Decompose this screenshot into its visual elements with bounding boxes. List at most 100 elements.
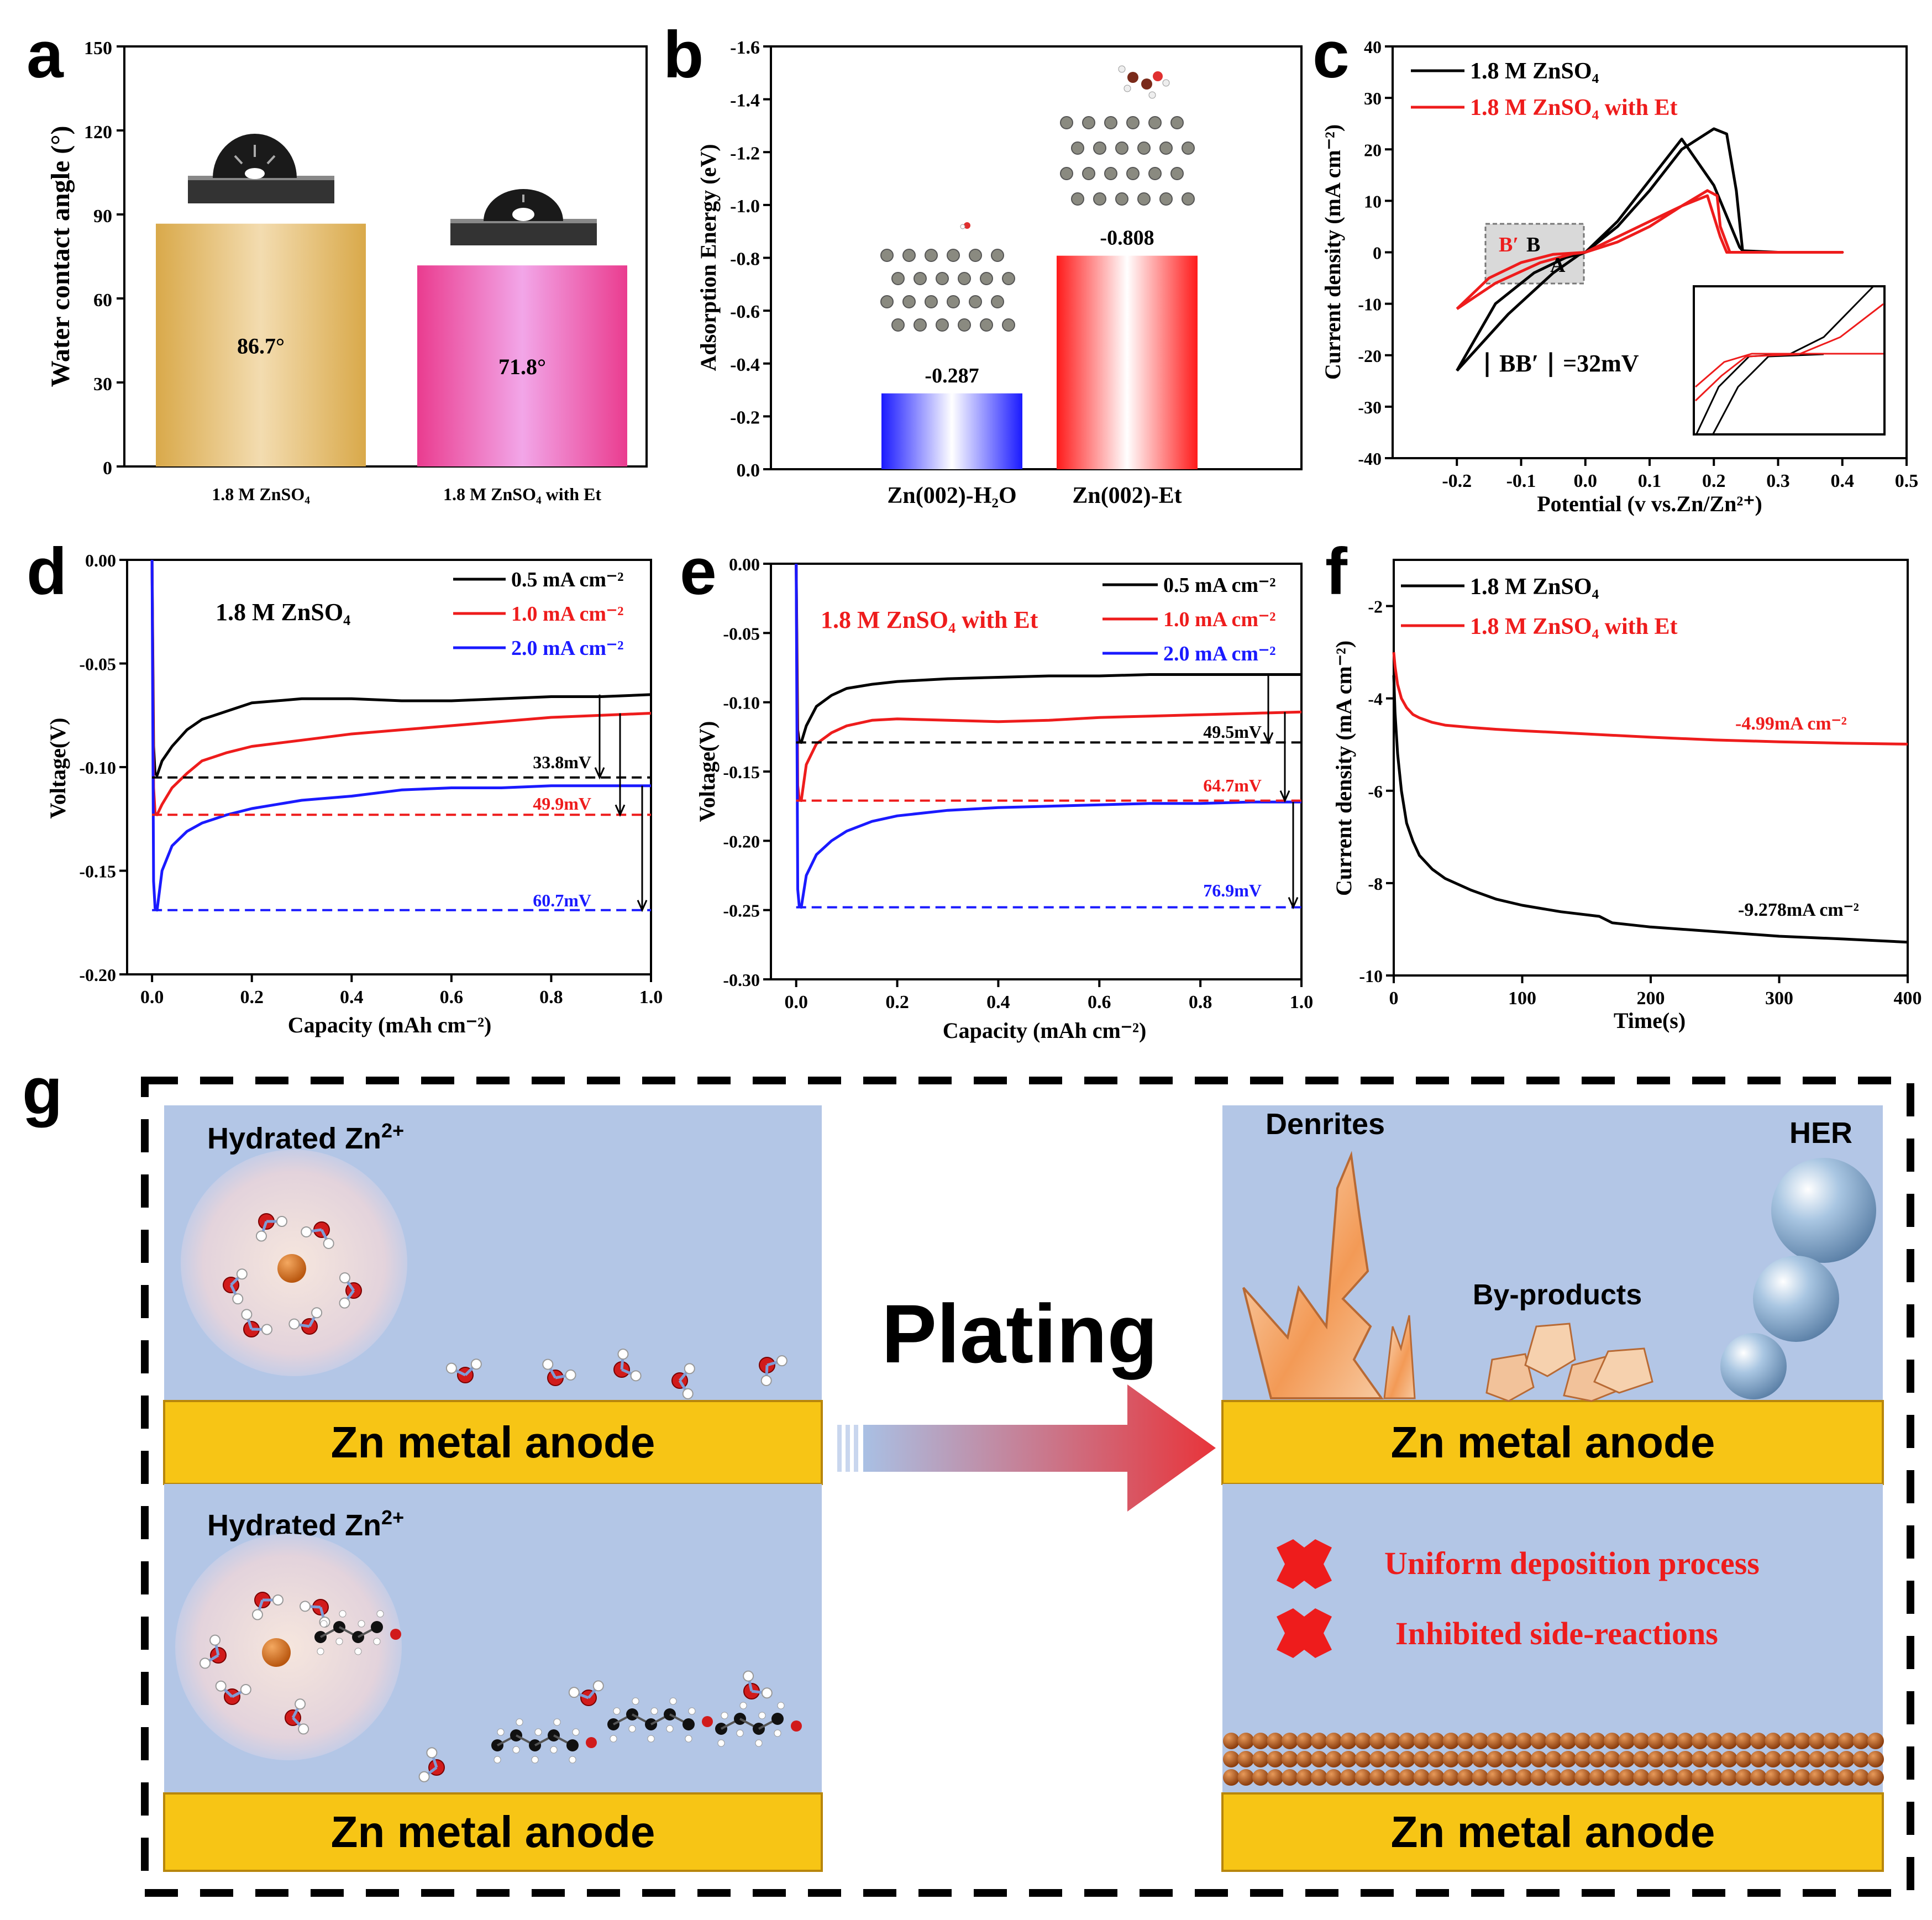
- panel-f-ytick-label: -4: [1368, 689, 1383, 709]
- zn-deposit-atom: [1442, 1769, 1460, 1786]
- plating-label: Plating: [881, 1287, 1158, 1380]
- zn-deposit-atom: [1457, 1769, 1474, 1786]
- carbon-atom: [371, 1621, 383, 1633]
- oxygen-atom: [702, 1716, 713, 1727]
- zn-deposit-atom: [1735, 1751, 1752, 1767]
- hydrogen-atom: [516, 1718, 523, 1726]
- panel-f-legend-label: 1.8 M ZnSO₄ with Et: [1470, 614, 1677, 639]
- panel-b-bar: [881, 393, 1022, 469]
- zn-deposit-atom: [1735, 1769, 1752, 1786]
- hydrogen-atom: [339, 1272, 350, 1284]
- zn-deposit-atom: [1867, 1769, 1884, 1786]
- zn-deposit-atom: [1677, 1769, 1694, 1786]
- hydrogen-atom: [550, 1746, 558, 1754]
- zn-deposit-atom: [1589, 1751, 1606, 1767]
- panel-d-inset-label: 1.8 M ZnSO₄: [216, 599, 350, 626]
- hydrogen-atom: [613, 1707, 621, 1715]
- zn-deposit-atom: [1809, 1751, 1825, 1767]
- zn-deposit-atom: [1852, 1769, 1870, 1786]
- zn-atom: [1182, 141, 1195, 155]
- right-bottom-anode: [1221, 1792, 1884, 1872]
- panel-e-legend-label: 1.0 mA cm⁻²: [1163, 608, 1275, 631]
- hydrogen-atom: [774, 1729, 781, 1737]
- zn-atom: [1071, 192, 1084, 206]
- hydrogen-atom: [776, 1355, 788, 1367]
- hydrogen-atom: [592, 1680, 604, 1692]
- panel-f-ytick-label: -6: [1368, 781, 1383, 801]
- zn-deposit-atom: [1809, 1733, 1825, 1749]
- panel-c-xlabel: Potential (v vs.Zn/Zn²⁺): [1537, 491, 1762, 516]
- panel-e-arrow-head: [1279, 790, 1290, 803]
- zn-atom: [947, 295, 960, 308]
- zn-deposit-atom: [1618, 1733, 1635, 1749]
- panel-e-arrow-head: [1288, 897, 1299, 910]
- panel-letter-f: f: [1325, 534, 1348, 608]
- zn-atom: [1159, 141, 1173, 155]
- zn-deposit-atom: [1516, 1769, 1532, 1786]
- panel-e-lines: 49.5mV 64.7mV 76.9mV 0.5 mA cm⁻² 1.0 mA cm⁻²…: [795, 563, 1302, 910]
- ethanol-molecule-model: [1118, 65, 1170, 99]
- panel-a-ytick-label: 30: [93, 374, 112, 395]
- water-shell-top: [223, 1213, 362, 1337]
- zn-deposit-atom: [1369, 1769, 1386, 1786]
- zn-deposit-atom: [1706, 1751, 1723, 1767]
- zn-deposit-atom: [1692, 1751, 1708, 1767]
- zn-deposit-atom: [1311, 1769, 1327, 1786]
- hydrogen-atom: [272, 1594, 284, 1606]
- zn-deposit-atom: [1442, 1733, 1460, 1749]
- hydrogen-atom: [445, 1362, 457, 1374]
- hydrogen-atom: [565, 1369, 576, 1381]
- panel-a-category-label: 1.8 M ZnSO₄: [212, 484, 310, 504]
- zn-deposit-atom: [1296, 1751, 1313, 1767]
- panel-letter-b: b: [663, 18, 704, 92]
- panel-f-ytick-label: -10: [1359, 966, 1383, 986]
- zn-deposit-atom: [1823, 1751, 1840, 1767]
- h2o-molecule-model: [960, 222, 970, 229]
- hydrated-label-top-sup: 2+: [381, 1119, 404, 1142]
- zn-deposit-atom: [1574, 1751, 1591, 1767]
- zn-deposit-atom: [1530, 1733, 1547, 1749]
- zn-deposit-atom: [1384, 1733, 1401, 1749]
- hydrogen-atom: [215, 1680, 227, 1692]
- hydrogen-atom: [688, 1707, 696, 1715]
- zn-atom: [1148, 167, 1162, 180]
- zn-deposit-atom: [1267, 1769, 1284, 1786]
- panel-d-legend-label: 2.0 mA cm⁻²: [511, 637, 623, 660]
- hydrogen-atom: [758, 1712, 766, 1719]
- panel-e-xtick-label: 0.8: [1189, 992, 1212, 1013]
- zn-deposit-atom: [1340, 1733, 1357, 1749]
- panel-c-xtick-label: 0.1: [1638, 471, 1662, 491]
- hydrogen-atom: [610, 1735, 617, 1743]
- droplet-photo-1: [188, 134, 334, 203]
- zn-deposit-atom: [1355, 1769, 1372, 1786]
- hydrogen-atom: [358, 1620, 365, 1628]
- zn-deposit-atom: [1560, 1751, 1577, 1767]
- panel-c-ytick-label: -20: [1358, 346, 1382, 366]
- zn-atom: [936, 318, 949, 332]
- her-label: HER: [1789, 1116, 1852, 1150]
- zn-deposit-atom: [1428, 1733, 1445, 1749]
- panel-a-ytick-label: 90: [93, 206, 112, 227]
- zn-deposit-atom: [1838, 1769, 1855, 1786]
- zn-deposit-atom: [1384, 1751, 1401, 1767]
- hydrogen-atom: [630, 1370, 642, 1382]
- zn-atom: [891, 318, 905, 332]
- left-bottom-anode: [163, 1792, 823, 1872]
- zn-deposit-atom: [1325, 1751, 1342, 1767]
- panel-f-xtick-label: 100: [1508, 988, 1536, 1009]
- hydrogen-atom: [209, 1634, 221, 1646]
- zn-deposit-atom: [1223, 1733, 1240, 1749]
- hydrogen-atom: [761, 1687, 773, 1699]
- zn-deposit-atom: [1633, 1751, 1650, 1767]
- hydrogen-atom: [317, 1648, 324, 1655]
- zn-deposit-atom: [1633, 1769, 1650, 1786]
- zn-atom: [902, 249, 916, 262]
- panel-c-ytick-label: 30: [1364, 88, 1382, 108]
- panel-d-ytick-label: -0.05: [79, 654, 116, 674]
- zn-atom: [1071, 141, 1084, 155]
- zn-slab-et-model: [1060, 116, 1195, 206]
- panel-letter-e: e: [680, 534, 717, 608]
- zn-atom: [1126, 116, 1140, 129]
- panel-a-value-label: 71.8°: [498, 354, 546, 379]
